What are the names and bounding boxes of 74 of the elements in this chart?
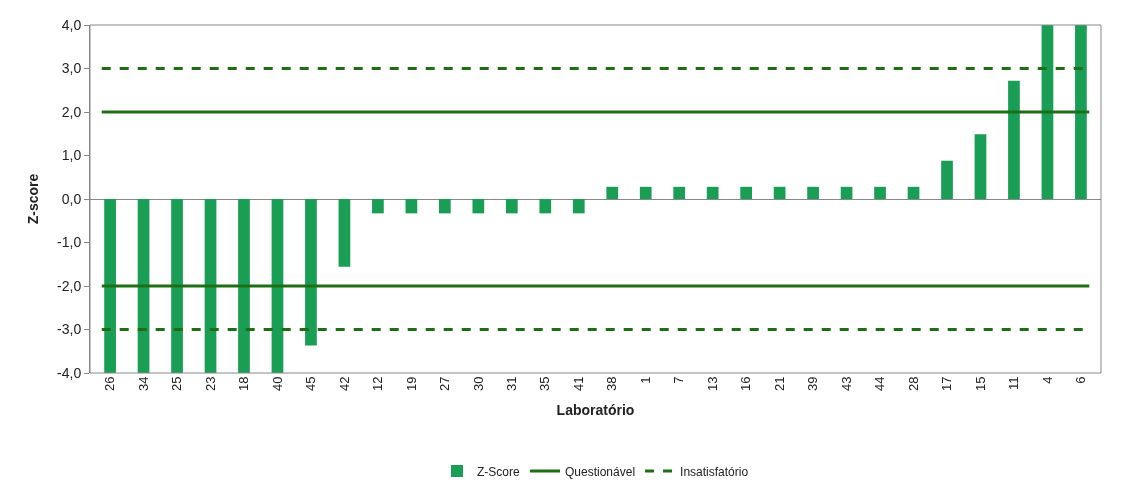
- legend-label: Insatisfatório: [680, 464, 749, 479]
- x-tick-label: 39: [805, 376, 821, 392]
- x-tick-label: 27: [437, 376, 453, 392]
- bar: [439, 199, 451, 214]
- y-tick-label: -1,0: [57, 234, 82, 251]
- x-tick-label: 7: [671, 376, 687, 384]
- x-tick-label: 1: [637, 376, 653, 384]
- bar: [171, 199, 183, 373]
- legend-label: Questionável: [565, 464, 636, 479]
- x-tick-label: 21: [771, 376, 787, 392]
- y-tick-label: -2,0: [57, 277, 82, 294]
- bar: [1041, 25, 1054, 199]
- x-tick-label: 42: [336, 376, 352, 392]
- x-tick-label: 30: [470, 376, 486, 392]
- bar: [639, 186, 652, 199]
- x-tick-label: 13: [704, 376, 720, 392]
- x-tick-label: 43: [838, 376, 854, 392]
- y-tick-label: 0,0: [61, 190, 82, 207]
- bar: [840, 186, 853, 199]
- bar: [706, 186, 719, 199]
- x-tick-label: 17: [939, 376, 955, 392]
- x-axis-title: Laboratório: [556, 402, 635, 419]
- x-tick-label: 45: [303, 376, 319, 392]
- x-tick-label: 11: [1006, 376, 1022, 391]
- x-tick-label: 12: [370, 376, 386, 392]
- bar: [305, 199, 317, 346]
- bar: [740, 186, 752, 199]
- legend-label: Z-Score: [477, 464, 520, 479]
- bar: [405, 199, 418, 214]
- x-tick-label: 38: [604, 376, 620, 392]
- y-tick-label: -4,0: [57, 364, 82, 381]
- x-tick-label: 15: [972, 376, 988, 392]
- bar: [104, 199, 116, 373]
- bar: [673, 186, 686, 199]
- y-tick-label: 4,0: [61, 16, 82, 33]
- x-tick-label: 25: [169, 376, 185, 392]
- x-tick-label: 6: [1073, 376, 1089, 384]
- x-tick-label: 4: [1039, 376, 1055, 384]
- x-tick-label: 44: [872, 376, 888, 392]
- bar: [238, 199, 250, 373]
- x-tick-label: 26: [102, 376, 118, 392]
- y-tick-label: 1,0: [61, 147, 82, 164]
- bar: [271, 199, 284, 373]
- x-tick-label: 19: [403, 376, 419, 392]
- y-tick-label: 3,0: [61, 60, 82, 77]
- x-tick-label: 34: [135, 376, 151, 392]
- x-tick-label: 23: [202, 376, 218, 392]
- bar: [1008, 80, 1020, 199]
- bar: [974, 134, 987, 199]
- bar: [572, 199, 585, 214]
- bar: [1075, 25, 1087, 199]
- y-tick-label: 2,0: [61, 103, 82, 120]
- bar: [137, 199, 150, 373]
- bar: [907, 186, 920, 199]
- bar: [505, 199, 518, 214]
- bar: [606, 186, 619, 199]
- x-tick-label: 16: [738, 376, 754, 392]
- y-axis-title: Z-score: [24, 173, 41, 225]
- bar: [539, 199, 552, 214]
- bar: [773, 186, 786, 199]
- x-tick-label: 28: [905, 376, 921, 392]
- bar: [338, 199, 351, 267]
- bar: [807, 186, 819, 199]
- x-tick-label: 40: [269, 376, 285, 392]
- bar: [874, 186, 886, 199]
- x-tick-label: 35: [537, 376, 553, 392]
- x-tick-label: 41: [570, 376, 586, 392]
- y-tick-label: -3,0: [57, 321, 82, 338]
- x-tick-label: 31: [504, 376, 520, 392]
- x-tick-label: 18: [236, 376, 252, 392]
- bar: [204, 199, 217, 373]
- bar: [372, 199, 384, 214]
- bar: [941, 160, 953, 199]
- bar: [472, 199, 485, 214]
